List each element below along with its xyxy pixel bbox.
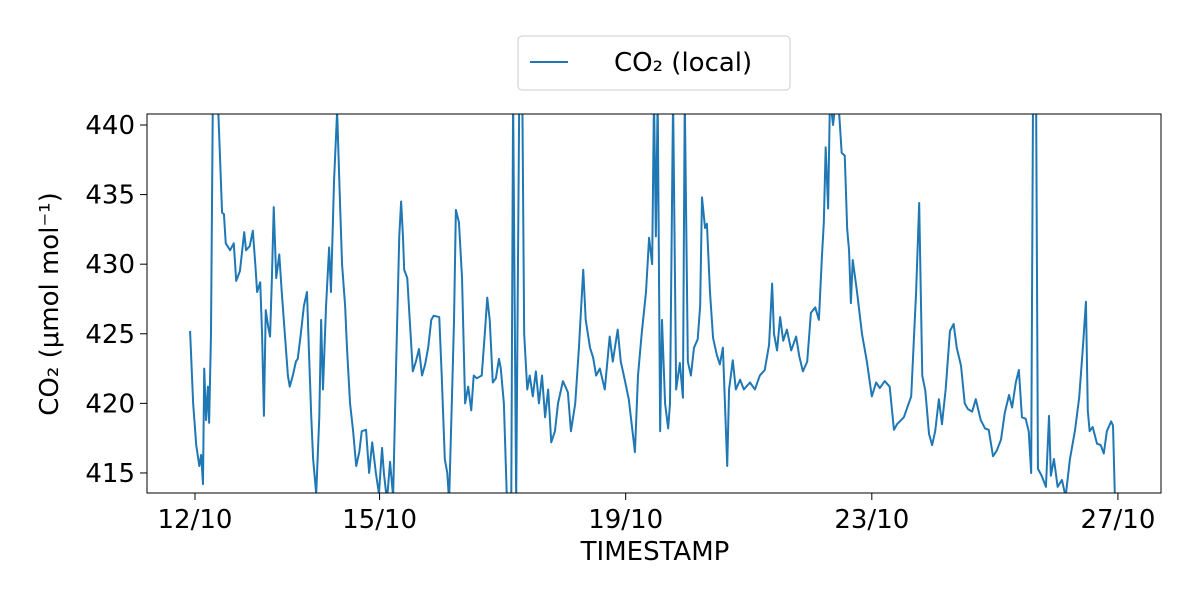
y-tick-label: 415 — [85, 459, 135, 489]
y-tick-label: 425 — [85, 320, 135, 350]
series-line — [189, 114, 1116, 493]
y-tick-label: 435 — [85, 181, 135, 211]
y-axis-label: CO₂ (μmol mol⁻¹) — [35, 192, 65, 415]
y-tick-label: 430 — [85, 250, 135, 280]
x-tick-label: 19/10 — [588, 505, 663, 535]
x-tick-label: 27/10 — [1080, 505, 1155, 535]
x-axis-label: TIMESTAMP — [580, 537, 730, 567]
x-tick-label: 23/10 — [834, 505, 909, 535]
x-tick-label: 15/10 — [342, 505, 417, 535]
x-tick-label: 12/10 — [158, 505, 233, 535]
legend-box — [517, 35, 791, 91]
y-tick-label: 440 — [85, 111, 135, 141]
y-tick-label: 420 — [85, 389, 135, 419]
plot-frame — [146, 113, 1162, 494]
legend-label: CO₂ (local) — [614, 48, 752, 78]
